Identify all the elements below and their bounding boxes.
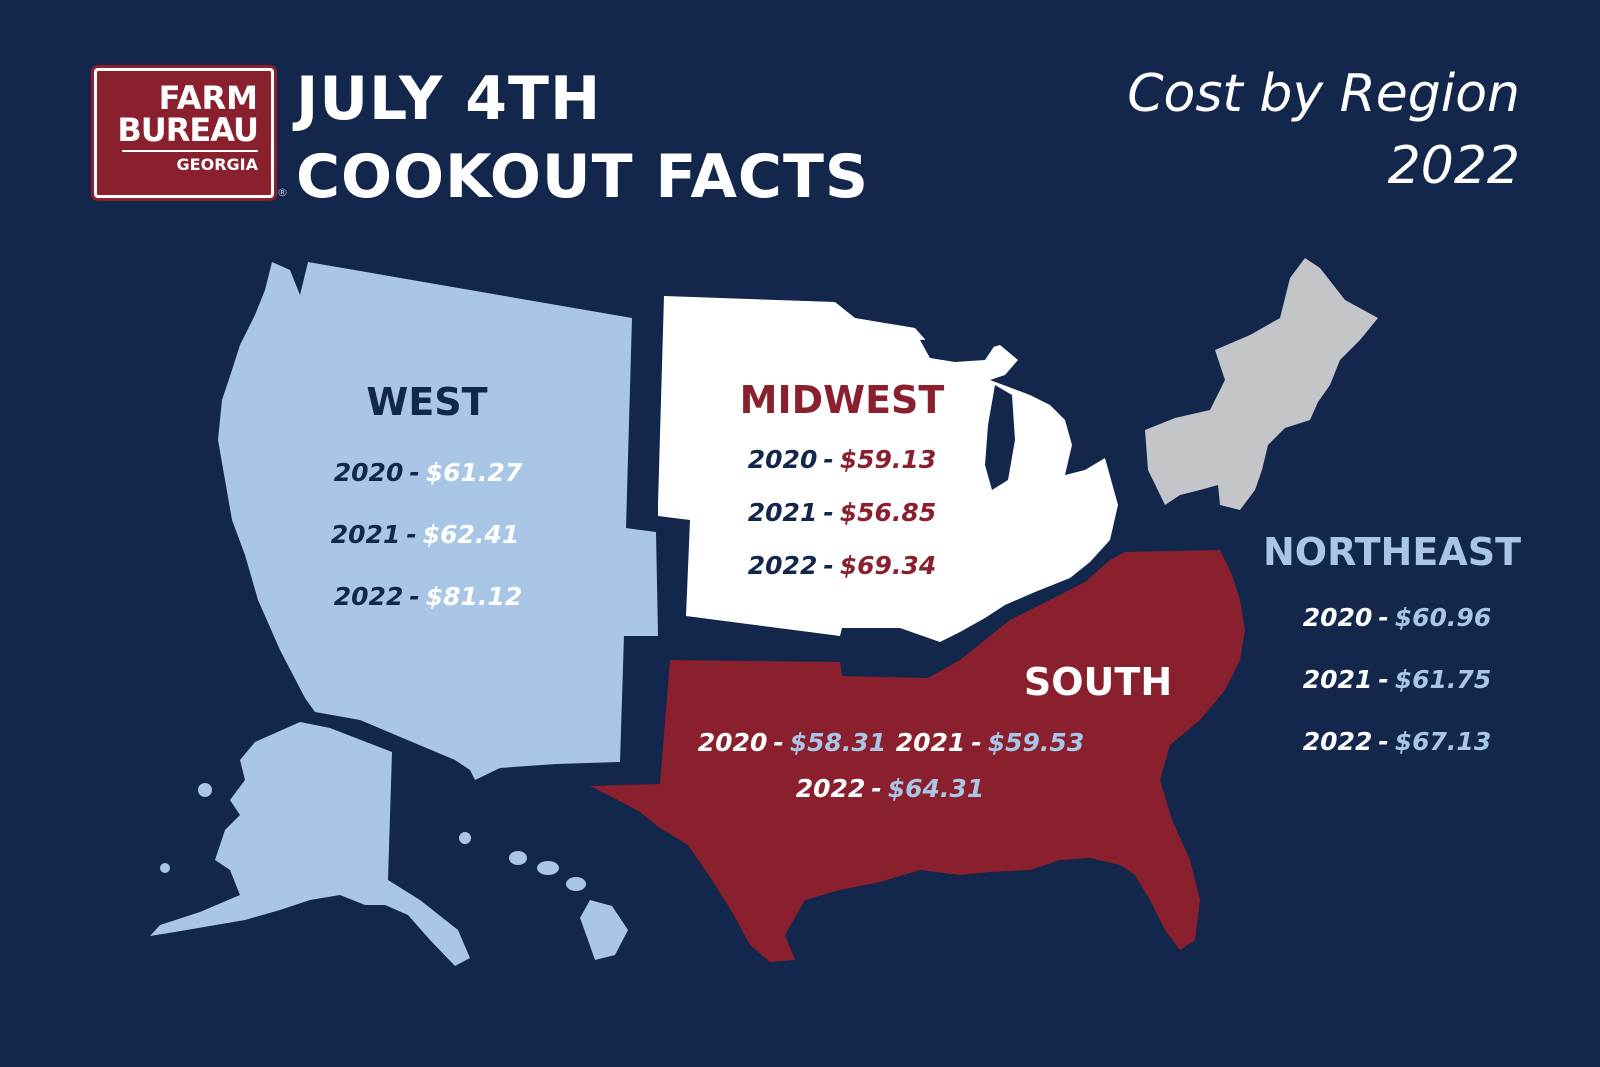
midwest-region-name: MIDWEST: [739, 378, 945, 422]
row-price: $61.27: [425, 458, 523, 487]
northeast-row-2022: 2022- $67.13: [1303, 727, 1491, 756]
south-row-2022: 2022- $64.31: [796, 774, 984, 803]
south-region-shape: [590, 550, 1245, 962]
row-price: $67.13: [1394, 727, 1492, 756]
row-separator: -: [409, 582, 420, 611]
logo-divider: [122, 150, 258, 152]
south-row-2020: 2020- $58.31: [698, 728, 886, 757]
logo-line-farm: FARM: [158, 79, 258, 117]
lake-superior: [920, 338, 995, 362]
northeast-region-name: NORTHEAST: [1262, 530, 1522, 574]
row-separator: -: [773, 728, 784, 757]
row-price: $81.12: [425, 582, 523, 611]
row-year: 2020: [1302, 603, 1373, 632]
alaska-island: [459, 832, 471, 844]
registered-mark: ®: [277, 186, 288, 199]
row-price: $59.53: [987, 728, 1085, 757]
row-year: 2021: [1302, 665, 1373, 694]
hawaii-island: [509, 851, 527, 865]
midwest-row-2021: 2021- $56.85: [748, 498, 936, 527]
row-price: $62.41: [422, 520, 520, 549]
page-title: JULY 4TH COOKOUT FACTS: [296, 60, 869, 216]
title-line-1: JULY 4TH: [296, 64, 602, 134]
row-price: $58.31: [789, 728, 887, 757]
row-year: 2020: [747, 445, 818, 474]
row-separator: -: [1378, 727, 1389, 756]
row-year: 2022: [1302, 727, 1373, 756]
west-region-shape: [218, 262, 658, 780]
row-separator: -: [1378, 603, 1389, 632]
midwest-row-2022: 2022- $69.34: [748, 551, 936, 580]
row-year: 2021: [330, 520, 401, 549]
logo-line-bureau: BUREAU: [117, 111, 259, 149]
row-separator: -: [971, 728, 982, 757]
row-separator: -: [823, 445, 834, 474]
northeast-region-shape: [1145, 258, 1378, 510]
subtitle-line-1: Cost by Region: [1127, 64, 1520, 124]
northeast-row-2021: 2021- $61.75: [1303, 665, 1491, 694]
hawaii-island: [566, 877, 586, 891]
row-separator: -: [409, 458, 420, 487]
row-separator: -: [1378, 665, 1389, 694]
northeast-row-2020: 2020- $60.96: [1303, 603, 1491, 632]
alaska-island: [160, 863, 170, 873]
lake-michigan: [985, 385, 1015, 490]
west-row-2020: 2020- $61.27: [334, 458, 522, 487]
row-price: $56.85: [839, 498, 937, 527]
hawaii-big-island: [580, 900, 628, 960]
row-year: 2022: [747, 551, 818, 580]
row-separator: -: [406, 520, 417, 549]
logo-line-georgia: GEORGIA: [176, 155, 258, 174]
midwest-row-2020: 2020- $59.13: [748, 445, 936, 474]
row-separator: -: [823, 551, 834, 580]
south-region-name: SOUTH: [1023, 660, 1173, 704]
row-separator: -: [871, 774, 882, 803]
row-price: $60.96: [1394, 603, 1492, 632]
row-year: 2022: [795, 774, 866, 803]
west-row-2022: 2022- $81.12: [334, 582, 522, 611]
row-year: 2020: [333, 458, 404, 487]
row-price: $64.31: [887, 774, 985, 803]
midwest-region-shape: [658, 296, 1118, 642]
row-year: 2022: [333, 582, 404, 611]
hawaii-island: [537, 861, 559, 875]
row-price: $61.75: [1394, 665, 1492, 694]
subtitle-line-2: 2022: [1387, 136, 1520, 196]
south-row-2021: 2021- $59.53: [896, 728, 1084, 757]
row-price: $59.13: [839, 445, 937, 474]
alaska-island: [198, 783, 212, 797]
row-year: 2021: [747, 498, 818, 527]
title-line-2: COOKOUT FACTS: [296, 142, 870, 212]
row-separator: -: [823, 498, 834, 527]
row-year: 2021: [895, 728, 966, 757]
west-row-2021: 2021- $62.41: [331, 520, 519, 549]
alaska-shape: [150, 722, 470, 966]
page-subtitle: Cost by Region 2022: [1127, 58, 1520, 202]
farm-bureau-georgia-logo: FARM BUREAU GEORGIA: [94, 68, 274, 198]
row-year: 2020: [697, 728, 768, 757]
west-region-name: WEST: [366, 380, 488, 424]
row-price: $69.34: [839, 551, 937, 580]
